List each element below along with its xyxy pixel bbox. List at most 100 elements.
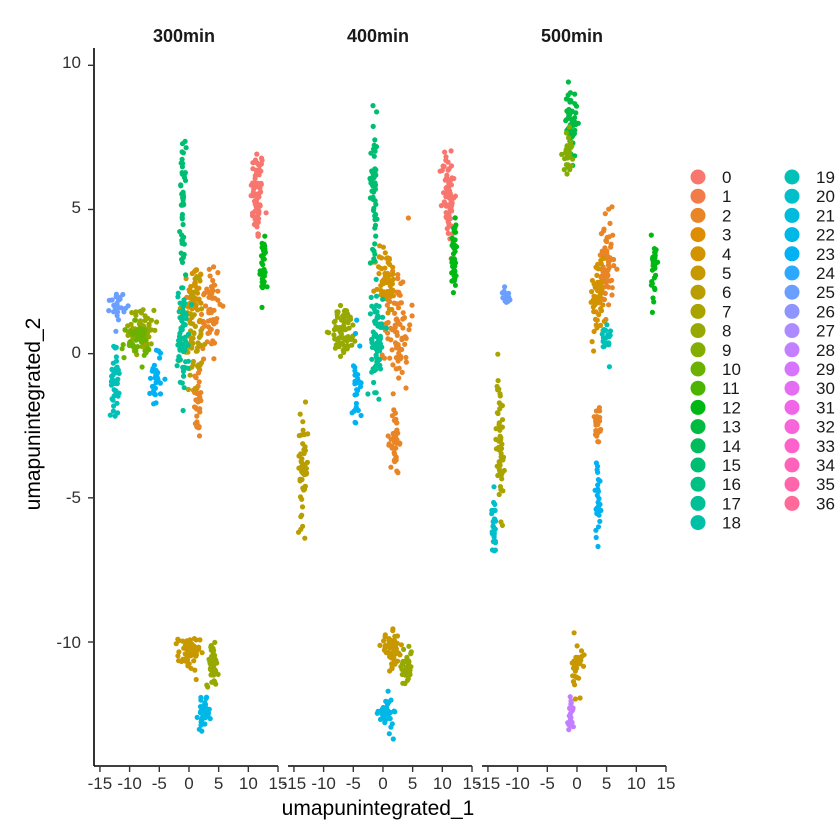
point-cluster-7 (496, 491, 502, 498)
point-cluster-8 (406, 659, 412, 665)
point-cluster-2 (215, 288, 221, 294)
point-cluster-19 (607, 328, 614, 334)
point-cluster-6 (188, 336, 194, 343)
point-cluster-6 (299, 504, 306, 510)
point-cluster-8 (404, 654, 410, 660)
point-cluster-4 (380, 290, 386, 296)
point-cluster-12 (652, 255, 658, 261)
legend-label-23: 23 (816, 245, 835, 264)
point-cluster-5 (176, 649, 182, 655)
point-cluster-2 (599, 248, 605, 254)
point-cluster-9 (563, 130, 570, 136)
legend-key-29 (784, 361, 800, 377)
point-cluster-6 (302, 535, 308, 541)
legend-label-34: 34 (816, 456, 835, 475)
point-cluster-2 (197, 394, 203, 400)
point-cluster-5 (176, 658, 182, 664)
x-tick-label: 15 (463, 774, 482, 793)
point-cluster-2 (394, 420, 400, 426)
point-cluster-25 (114, 309, 121, 315)
point-cluster-17 (176, 337, 182, 344)
point-cluster-23 (162, 376, 168, 382)
point-cluster-2 (392, 433, 399, 439)
point-cluster-4 (376, 271, 382, 277)
point-cluster-2 (393, 457, 399, 463)
point-cluster-2 (206, 290, 212, 296)
point-cluster-6 (191, 289, 197, 295)
point-cluster-15 (371, 153, 377, 159)
point-cluster-6 (202, 341, 208, 347)
legend-key-23 (784, 246, 800, 262)
point-cluster-19 (107, 412, 113, 418)
x-tick-label: -15 (88, 774, 113, 793)
point-cluster-2 (399, 346, 405, 353)
point-cluster-10 (135, 344, 141, 350)
x-tick-label: -10 (311, 774, 336, 793)
point-cluster-2 (194, 419, 200, 425)
point-cluster-23 (157, 391, 164, 397)
point-cluster-7 (497, 459, 503, 465)
point-cluster-22 (202, 715, 208, 721)
point-cluster-8 (344, 338, 350, 344)
point-cluster-17 (369, 336, 375, 343)
legend-label-16: 16 (722, 475, 741, 494)
point-cluster-7 (495, 410, 501, 417)
point-cluster-8 (337, 324, 343, 331)
legend-key-26 (784, 303, 800, 319)
point-cluster-8 (148, 327, 154, 333)
point-cluster-7 (499, 417, 506, 423)
point-cluster-17 (373, 352, 379, 358)
legend-label-31: 31 (816, 398, 835, 417)
point-cluster-23 (357, 343, 363, 349)
point-cluster-23 (151, 368, 158, 374)
point-cluster-5 (185, 662, 191, 668)
point-cluster-2 (206, 266, 212, 272)
point-cluster-8 (341, 312, 347, 318)
point-cluster-22 (385, 688, 391, 694)
point-cluster-2 (390, 391, 396, 397)
point-cluster-15 (180, 254, 186, 261)
point-cluster-0 (252, 214, 258, 220)
point-cluster-8 (347, 314, 353, 320)
point-cluster-22 (389, 721, 395, 727)
point-cluster-2 (202, 323, 208, 329)
point-cluster-23 (594, 492, 600, 498)
legend-key-32 (784, 419, 800, 435)
legend-key-21 (784, 207, 800, 223)
point-cluster-25 (502, 284, 508, 290)
point-cluster-12 (264, 284, 270, 290)
panel-400min (295, 103, 460, 742)
point-cluster-28 (567, 706, 573, 712)
point-cluster-19 (605, 333, 611, 339)
point-cluster-19 (115, 393, 121, 399)
point-cluster-7 (495, 378, 501, 384)
point-cluster-5 (386, 636, 392, 642)
x-tick-label: -10 (505, 774, 530, 793)
point-cluster-5 (173, 641, 179, 647)
point-cluster-15 (371, 256, 377, 262)
point-cluster-5 (184, 638, 190, 644)
point-cluster-0 (248, 193, 254, 199)
legend-label-28: 28 (816, 341, 835, 360)
point-cluster-6 (300, 419, 306, 425)
point-cluster-23 (354, 379, 360, 385)
point-cluster-2 (388, 325, 394, 331)
legend-label-25: 25 (816, 283, 835, 302)
legend-key-24 (784, 265, 800, 281)
point-cluster-23 (357, 384, 364, 390)
point-cluster-2 (405, 215, 411, 221)
point-cluster-20 (490, 523, 496, 529)
point-cluster-25 (114, 302, 120, 308)
legend-key-25 (784, 284, 800, 300)
point-cluster-8 (344, 346, 350, 352)
point-cluster-23 (352, 368, 358, 374)
legend-label-4: 4 (722, 245, 731, 264)
point-cluster-23 (153, 379, 159, 386)
point-cluster-8 (207, 659, 213, 665)
point-cluster-15 (372, 251, 378, 257)
point-cluster-2 (207, 307, 213, 313)
point-cluster-6 (198, 306, 205, 312)
y-tick-label: 5 (72, 198, 81, 217)
point-cluster-15 (372, 225, 378, 231)
point-cluster-5 (193, 676, 199, 683)
